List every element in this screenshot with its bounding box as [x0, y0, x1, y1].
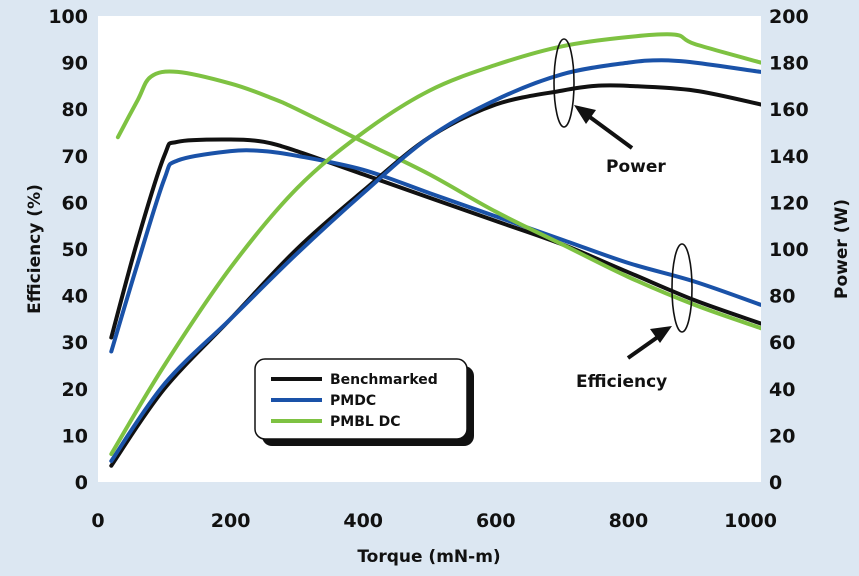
y-left-tick-label: 50 — [62, 239, 88, 261]
x-axis-ticks: 0 200 400 600 800 1000 — [91, 510, 777, 532]
x-axis-title: Torque (mN-m) — [357, 547, 500, 567]
y-left-tick-label: 60 — [62, 192, 88, 214]
power-line-pmdc — [109, 58, 761, 463]
y-right-tick-label: 180 — [769, 53, 809, 75]
y-right-tick-label: 0 — [769, 472, 782, 494]
power-arrow — [574, 105, 634, 150]
y-right-tick-label: 200 — [769, 6, 809, 28]
power-line-pmbl-dc — [109, 32, 761, 456]
y-axis-left-ticks: 0 10 20 30 40 50 60 70 80 90 100 — [48, 6, 88, 494]
y-left-tick-label: 10 — [62, 425, 88, 447]
y-right-tick-label: 40 — [769, 379, 795, 401]
x-tick-label: 200 — [211, 510, 251, 532]
y-right-tick-label: 20 — [769, 425, 795, 447]
efficiency-line-pmdc — [109, 148, 761, 354]
y-left-tick-label: 0 — [75, 472, 88, 494]
y-left-tick-label: 100 — [48, 6, 88, 28]
y-right-tick-label: 80 — [769, 286, 795, 308]
efficiency-line-pmbl-dc — [115, 69, 761, 331]
y-right-tick-label: 140 — [769, 146, 809, 168]
legend-label-pmdc: PMDC — [330, 393, 376, 409]
y-left-tick-label: 80 — [62, 99, 88, 121]
y-left-tick-label: 70 — [62, 146, 88, 168]
x-tick-label: 600 — [476, 510, 516, 532]
y-axis-left-title: Efficiency (%) — [25, 184, 45, 314]
legend: Benchmarked PMDC PMBL DC — [254, 358, 474, 446]
x-tick-label: 800 — [609, 510, 649, 532]
y-right-tick-label: 160 — [769, 99, 809, 121]
y-axis-right-title: Power (W) — [832, 199, 852, 299]
y-axis-right-ticks: 0 20 40 60 80 100 120 140 160 180 200 — [769, 6, 809, 494]
series-layer — [109, 32, 761, 468]
y-right-tick-label: 120 — [769, 192, 809, 214]
y-left-tick-label: 90 — [62, 53, 88, 75]
x-tick-label: 400 — [343, 510, 383, 532]
x-tick-label: 1000 — [724, 510, 777, 532]
legend-label-pmbl-dc: PMBL DC — [330, 414, 401, 430]
power-annotation: Power — [606, 157, 666, 177]
efficiency-annotation: Efficiency — [576, 372, 667, 392]
efficiency-arrow — [626, 326, 672, 360]
power-annotation-ellipse — [553, 38, 575, 128]
x-tick-label: 0 — [91, 510, 104, 532]
y-right-tick-label: 100 — [769, 239, 809, 261]
y-right-tick-label: 60 — [769, 332, 795, 354]
y-left-tick-label: 30 — [62, 332, 88, 354]
y-left-tick-label: 20 — [62, 379, 88, 401]
legend-label-benchmarked: Benchmarked — [330, 372, 438, 388]
efficiency-annotation-ellipse — [671, 243, 693, 333]
y-left-tick-label: 40 — [62, 286, 88, 308]
